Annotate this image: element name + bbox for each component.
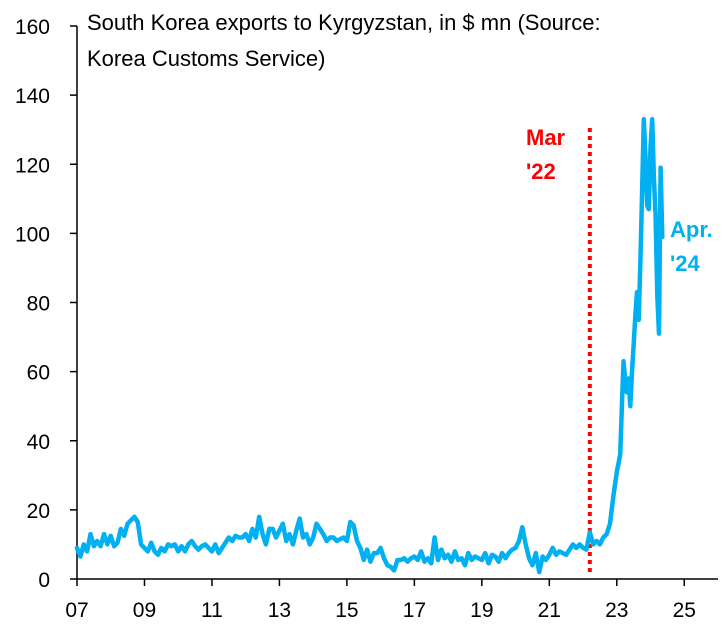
- x-tick-label: 13: [268, 599, 291, 622]
- y-axis: 0 20 40 60 80 100 120 140 160: [15, 16, 78, 592]
- x-tick-label: 11: [201, 599, 223, 622]
- chart-title-line-2: Korea Customs Service): [87, 46, 325, 71]
- y-tick-label: 80: [27, 293, 50, 316]
- y-tick-label: 40: [27, 431, 50, 454]
- end-label-line-1: Apr.: [670, 217, 713, 242]
- y-tick-label: 160: [15, 16, 50, 39]
- x-tick-label: 17: [403, 599, 426, 622]
- y-tick-label: 120: [15, 154, 50, 177]
- x-tick-label: 09: [133, 599, 156, 622]
- vline-label-line-1: Mar: [526, 125, 566, 150]
- series-layer: [74, 117, 665, 575]
- end-label-line-2: '24: [670, 251, 700, 276]
- x-tick-label: 23: [605, 599, 628, 622]
- x-tick-label: 07: [65, 599, 88, 622]
- y-tick-label: 20: [27, 500, 50, 523]
- x-tick-label: 15: [335, 599, 358, 622]
- y-tick-label: 140: [15, 85, 50, 108]
- y-tick-label: 0: [38, 569, 50, 592]
- chart-title: South Korea exports to Kyrgyzstan, in $ …: [87, 10, 601, 71]
- x-axis: 07 09 11 13 15 17 19 21 23 25: [65, 578, 718, 622]
- annotations: Mar '22 Apr. '24: [526, 125, 713, 276]
- x-tick-label: 25: [673, 599, 696, 622]
- chart-title-line-1: South Korea exports to Kyrgyzstan, in $ …: [87, 10, 601, 35]
- x-tick-label: 19: [470, 599, 493, 622]
- vline-label-line-2: '22: [526, 159, 556, 184]
- y-tick-label: 100: [15, 223, 50, 246]
- y-tick-label: 60: [27, 362, 50, 385]
- series-line-exports: [74, 117, 665, 575]
- x-tick-label: 21: [538, 599, 561, 622]
